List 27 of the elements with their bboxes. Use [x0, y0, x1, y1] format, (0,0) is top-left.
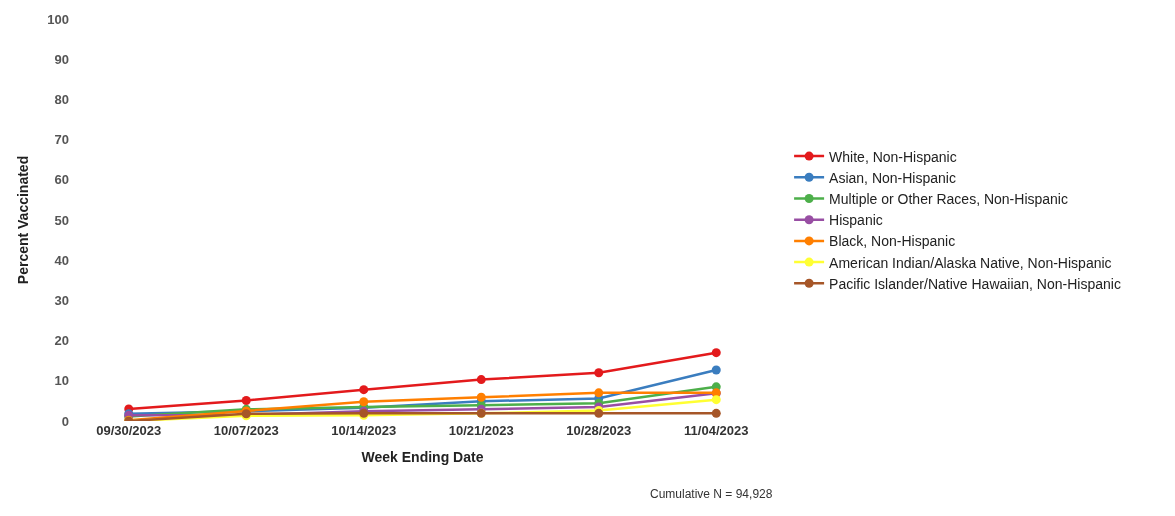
- y-tick-label: 90: [54, 51, 69, 67]
- legend-label: Hispanic: [829, 212, 883, 229]
- y-tick-label: 0: [61, 413, 69, 429]
- x-tick-label: 11/04/2023: [684, 423, 749, 438]
- x-tick-label: 09/30/2023: [96, 423, 162, 438]
- legend-label: Black, Non-Hispanic: [829, 233, 956, 250]
- y-tick-label: 30: [54, 292, 69, 308]
- y-tick-label: 10: [54, 373, 69, 389]
- y-tick-label: 20: [54, 333, 69, 349]
- y-axis-title: Percent Vaccinated: [14, 155, 31, 285]
- x-tick-label: 10/28/2023: [566, 423, 632, 438]
- legend-label: Multiple or Other Races, Non-Hispanic: [829, 190, 1068, 207]
- x-tick-label: 10/07/2023: [213, 423, 279, 438]
- x-tick-label: 10/14/2023: [331, 423, 397, 438]
- y-tick-label: 50: [54, 212, 69, 228]
- x-tick-label: 10/21/2023: [448, 423, 514, 438]
- y-tick-label: 100: [47, 11, 69, 27]
- x-axis-title: Week Ending Date: [361, 449, 484, 466]
- y-tick-label: 60: [54, 172, 69, 188]
- legend-label: Asian, Non-Hispanic: [829, 169, 956, 186]
- text: Cumulative N = 94,928: [650, 487, 773, 501]
- legend-label: American Indian/Alaska Native, Non-Hispanic: [829, 254, 1112, 271]
- y-tick-label: 80: [54, 91, 69, 107]
- legend-label: Pacific Islander/Native Hawaiian, Non-Hispanic: [829, 275, 1121, 292]
- y-tick-label: 40: [54, 252, 69, 268]
- legend-label: White, Non-Hispanic: [829, 148, 957, 165]
- y-tick-label: 70: [54, 132, 69, 148]
